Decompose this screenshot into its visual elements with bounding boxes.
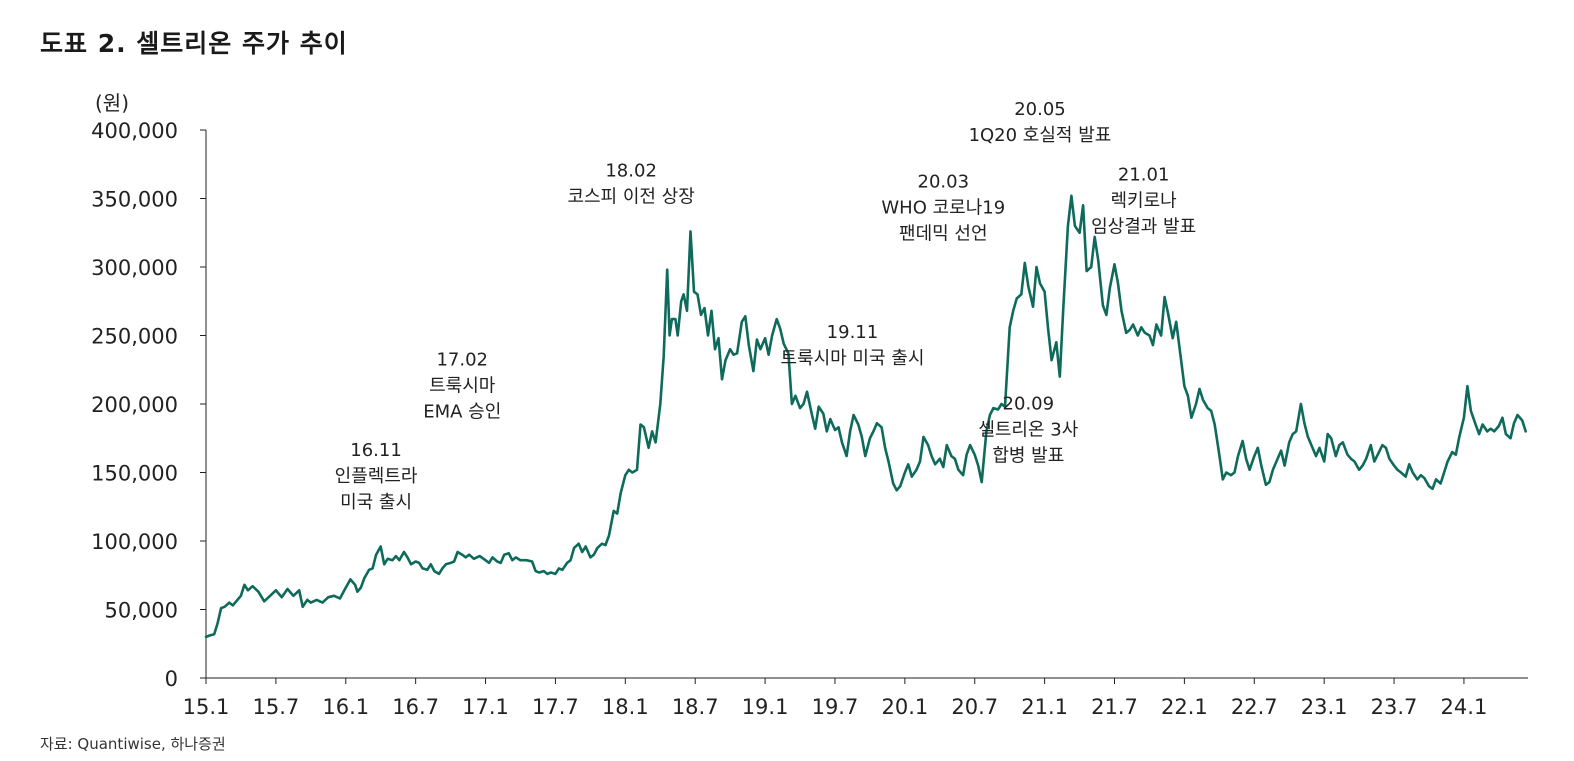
annotation-text: 20.09 bbox=[1003, 393, 1055, 414]
annotation: 20.03 WHO 코로나19 팬데믹 선언 bbox=[881, 172, 1005, 245]
y-tick-label: 100,000 bbox=[91, 530, 178, 554]
annotation: 18.02 코스피 이전 상장 bbox=[567, 161, 694, 208]
annotation-text: 인플렉트라 bbox=[335, 466, 418, 487]
annotation-text: 트룩시마 미국 출시 bbox=[780, 348, 924, 369]
x-tick-label: 19.7 bbox=[812, 695, 859, 719]
annotation-text: 렉키로나 bbox=[1111, 191, 1177, 212]
annotation-text: EMA 승인 bbox=[423, 402, 501, 423]
annotation-text: 19.11 bbox=[827, 322, 879, 343]
x-tick-label: 16.7 bbox=[392, 695, 439, 719]
x-tick-label: 18.7 bbox=[672, 695, 719, 719]
x-tick-label: 15.1 bbox=[183, 695, 230, 719]
y-tick-label: 350,000 bbox=[91, 188, 178, 212]
figure-title: 도표 2. 셀트리온 주가 추이 bbox=[40, 29, 348, 58]
y-tick-label: 200,000 bbox=[91, 393, 178, 417]
x-tick-label: 23.1 bbox=[1301, 695, 1348, 719]
x-tick-label: 15.7 bbox=[253, 695, 300, 719]
y-tick-label: 250,000 bbox=[91, 325, 178, 349]
annotation-text: 18.02 bbox=[605, 161, 657, 182]
x-tick-label: 17.1 bbox=[462, 695, 509, 719]
annotation: 17.02 트룩시마 EMA 승인 bbox=[423, 350, 501, 423]
x-tick-label: 20.1 bbox=[881, 695, 928, 719]
x-tick-label: 16.1 bbox=[322, 695, 369, 719]
annotation-text: 16.11 bbox=[350, 440, 402, 461]
annotation-text: 임상결과 발표 bbox=[1091, 217, 1196, 238]
annotation-text: 20.03 bbox=[918, 172, 970, 193]
x-tick-label: 24.1 bbox=[1441, 695, 1488, 719]
annotation-text: 1Q20 호실적 발표 bbox=[969, 125, 1112, 146]
annotation-text: 20.05 bbox=[1014, 99, 1066, 120]
annotation-text: 21.01 bbox=[1118, 165, 1170, 186]
series-line-celltrion-price bbox=[204, 194, 1527, 639]
x-tick-label: 19.1 bbox=[742, 695, 789, 719]
annotation-text: 트룩시마 bbox=[429, 376, 496, 397]
x-tick-label: 22.7 bbox=[1231, 695, 1278, 719]
annotation-text: 팬데믹 선언 bbox=[899, 224, 988, 245]
annotation-text: 합병 발표 bbox=[992, 445, 1064, 466]
annotation: 19.11 트룩시마 미국 출시 bbox=[780, 322, 924, 369]
y-axis-unit-label: (원) bbox=[95, 91, 129, 115]
y-tick-label: 50,000 bbox=[105, 599, 178, 623]
annotation-text: 미국 출시 bbox=[340, 492, 412, 513]
y-tick-label: 300,000 bbox=[91, 256, 178, 280]
annotation-text: 셀트리온 3사 bbox=[978, 419, 1078, 440]
x-tick-label: 23.7 bbox=[1371, 695, 1418, 719]
y-tick-label: 150,000 bbox=[91, 462, 178, 486]
y-axis-ticks: 0 50,000 100,000 150,000 200,000 250,000 300,0… bbox=[91, 119, 206, 691]
x-tick-label: 20.7 bbox=[951, 695, 998, 719]
x-tick-label: 18.1 bbox=[602, 695, 649, 719]
x-tick-label: 22.1 bbox=[1161, 695, 1208, 719]
x-tick-label: 21.7 bbox=[1091, 695, 1138, 719]
x-tick-label: 21.1 bbox=[1021, 695, 1068, 719]
y-tick-label: 400,000 bbox=[91, 119, 178, 143]
source-note: 자료: Quantiwise, 하나증권 bbox=[40, 735, 226, 753]
annotation-text: WHO 코로나19 bbox=[881, 198, 1005, 219]
annotation-text: 코스피 이전 상장 bbox=[567, 187, 694, 208]
annotation: 20.05 1Q20 호실적 발표 bbox=[969, 99, 1112, 146]
y-tick-label: 0 bbox=[165, 667, 178, 691]
x-tick-label: 17.7 bbox=[532, 695, 579, 719]
annotation-text: 17.02 bbox=[436, 350, 488, 371]
x-axis-ticks: 15.1 15.7 16.1 16.7 17.1 17.7 18.1 18.7 19.1 19.7… bbox=[183, 678, 1488, 719]
